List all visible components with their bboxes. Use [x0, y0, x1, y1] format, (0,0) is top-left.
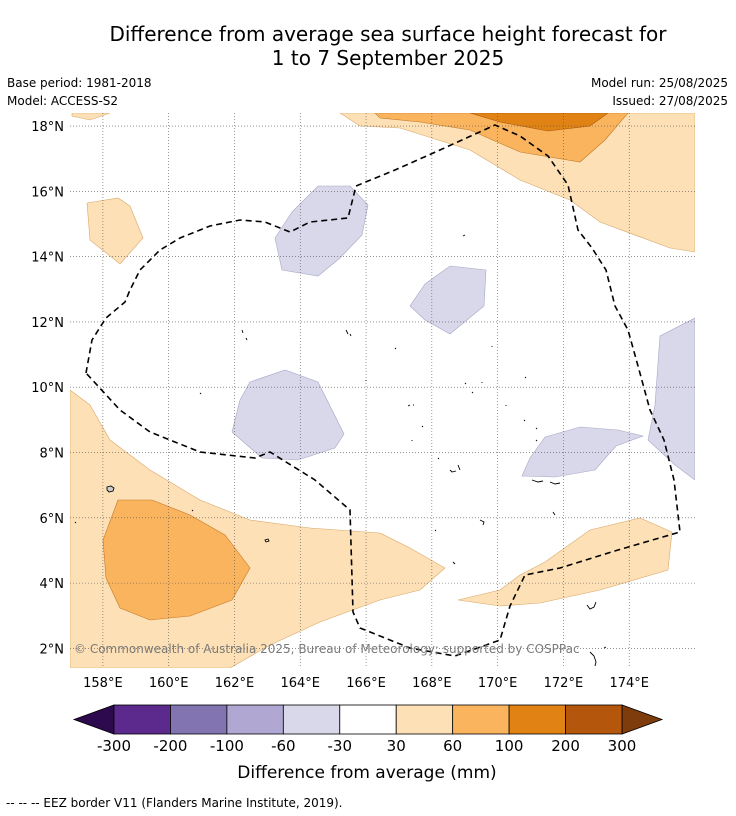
anomaly-region-30-60-west	[86, 197, 144, 265]
anomaly-region-30-60-north	[339, 113, 695, 253]
colorbar-tick-label: -30	[328, 737, 353, 755]
lon-tick-label: 172°E	[544, 676, 584, 691]
latitude-labels: 18°N 16°N 14°N 12°N 10°N 8°N 6°N 4°N 2°N	[31, 120, 64, 657]
anomaly-region-100-200-north	[469, 113, 609, 132]
lon-tick-label: 174°E	[609, 676, 649, 691]
model-name: Model: ACCESS-S2	[7, 94, 119, 108]
colorbar-tick-label: -60	[271, 737, 296, 755]
colorbar-segment	[565, 704, 623, 735]
colorbar: -300 -200 -100 -60 -30 30 60 100 200 300	[72, 704, 664, 755]
gridlines	[70, 113, 695, 668]
colorbar-extend-min	[72, 704, 115, 735]
model-run: Model run: 25/08/2025	[590, 76, 728, 90]
issued-date: Issued: 27/08/2025	[612, 94, 728, 108]
lat-tick-label: 2°N	[40, 642, 65, 657]
meta-left: Base period: 1981-2018 Model: ACCESS-S2	[7, 74, 152, 110]
colorbar-tick-label: -100	[210, 737, 244, 755]
lat-tick-label: 12°N	[31, 316, 64, 331]
longitude-labels: 158°E 160°E 162°E 164°E 166°E 168°E 170°E 172°E…	[83, 676, 649, 691]
lon-tick-label: 170°E	[478, 676, 518, 691]
colorbar-extend-max	[621, 704, 664, 735]
lat-tick-label: 16°N	[31, 185, 64, 200]
anomaly-region-neg30-neg60-b	[409, 265, 487, 335]
lat-tick-label: 18°N	[31, 120, 64, 135]
colorbar-tick-label: 60	[443, 737, 462, 755]
colorbar-tick-label: 30	[387, 737, 406, 755]
lon-tick-label: 164°E	[280, 676, 320, 691]
eez-border	[85, 124, 681, 657]
colorbar-segment	[452, 704, 510, 735]
map-plot-area: © Commonwealth of Australia 2025, Bureau…	[70, 113, 695, 668]
eez-legend-note: -- -- -- EEZ border V11 (Flanders Marine…	[6, 796, 343, 810]
colorbar-segment	[226, 704, 284, 735]
colorbar-segment	[395, 704, 454, 735]
anomaly-region-60-100-southwest	[102, 499, 251, 621]
map-figure: © Commonwealth of Australia 2025, Bureau…	[31, 113, 695, 783]
lat-tick-label: 6°N	[40, 512, 65, 527]
anomaly-region-30-60-northwest	[71, 113, 111, 121]
colorbar-segment	[113, 704, 171, 735]
lat-tick-label: 4°N	[40, 577, 65, 592]
colorbar-tick-label: 100	[495, 737, 524, 755]
lat-tick-label: 14°N	[31, 251, 64, 266]
colorbar-tick-label: 200	[551, 737, 580, 755]
lon-tick-label: 160°E	[149, 676, 189, 691]
anomaly-region-neg30-neg60-e	[521, 426, 645, 478]
title-line-1: Difference from average sea surface heig…	[109, 22, 667, 46]
colorbar-segment	[508, 704, 566, 735]
anomaly-region-neg30-neg60-a	[274, 185, 369, 277]
lon-tick-label: 166°E	[346, 676, 386, 691]
colorbar-label: Difference from average (mm)	[237, 763, 496, 783]
lon-tick-label: 162°E	[215, 676, 255, 691]
lon-tick-label: 168°E	[412, 676, 452, 691]
lat-tick-label: 8°N	[40, 447, 65, 462]
colorbar-tick-label: -300	[97, 737, 131, 755]
copyright-notice: © Commonwealth of Australia 2025, Bureau…	[74, 642, 580, 656]
anomaly-region-neg30-neg60-d	[647, 317, 695, 481]
meta-right: Model run: 25/08/2025 Issued: 27/08/2025	[591, 74, 728, 110]
island-specks	[74, 234, 607, 667]
map-title: Difference from average sea surface heig…	[40, 22, 736, 70]
base-period: Base period: 1981-2018	[7, 76, 152, 90]
lon-tick-label: 158°E	[83, 676, 123, 691]
colorbar-tick-label: -200	[153, 737, 187, 755]
colorbar-segment	[170, 704, 228, 735]
anomaly-region-neg30-neg60-c	[231, 369, 345, 461]
title-line-2: 1 to 7 September 2025	[271, 46, 505, 70]
anomaly-region-30-60-southeast	[457, 517, 673, 607]
colorbar-segment	[339, 704, 397, 735]
lat-tick-label: 10°N	[31, 381, 64, 396]
colorbar-tick-label: 300	[608, 737, 637, 755]
colorbar-segment	[282, 704, 341, 735]
